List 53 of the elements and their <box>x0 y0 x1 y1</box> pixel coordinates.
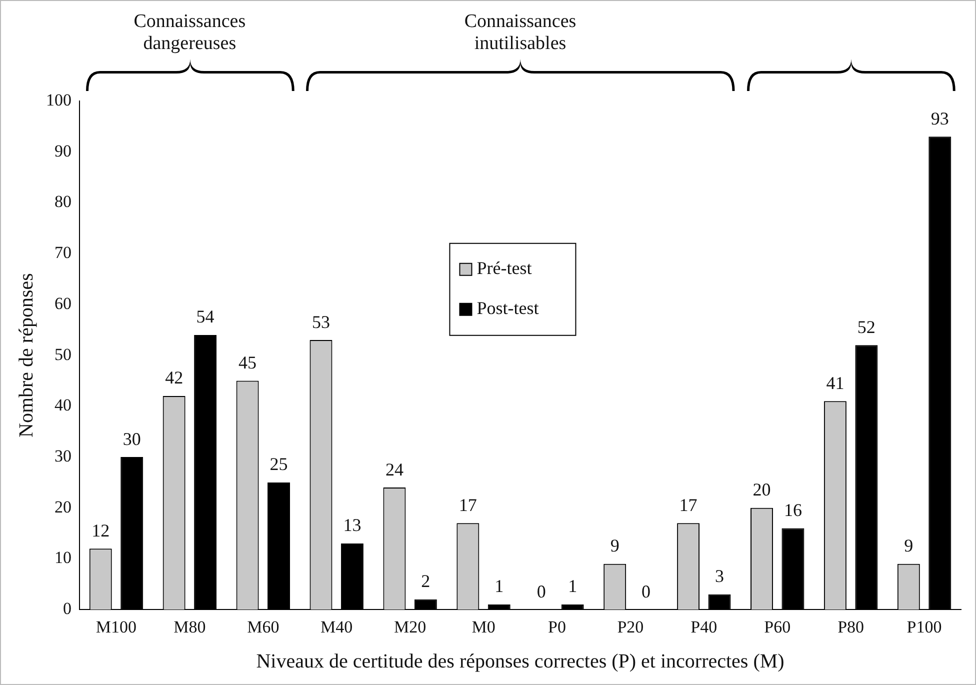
data-label: 16 <box>784 500 802 520</box>
x-tick-label: P80 <box>838 617 864 636</box>
data-label: 25 <box>270 454 288 474</box>
x-tick-label: P100 <box>906 617 942 636</box>
data-label: 30 <box>122 428 141 449</box>
text: Connaissances inutilisables <box>463 11 578 55</box>
data-label: 1 <box>568 576 578 596</box>
y-tick-label: 80 <box>54 192 72 212</box>
text: Connaissances dangereuses <box>132 11 247 55</box>
data-label: 53 <box>312 312 330 332</box>
x-tick-label: M20 <box>394 617 426 636</box>
y-tick-label: 60 <box>54 294 72 313</box>
x-tick-label: M40 <box>320 617 353 636</box>
data-label: 45 <box>238 352 257 372</box>
data-label: 9 <box>904 536 914 556</box>
y-tick-label: 90 <box>54 141 72 160</box>
x-axis-title: Niveaux de certitude des réponses correctes (P) et incorrectes (M) <box>256 650 784 672</box>
y-tick-label: 70 <box>54 243 72 262</box>
y-tick-label: 100 <box>46 90 72 110</box>
data-label: 24 <box>385 459 404 480</box>
data-label: 41 <box>826 372 844 393</box>
legend-label: Post-test <box>476 298 539 318</box>
data-label: 2 <box>421 571 430 592</box>
data-label: 9 <box>610 536 620 556</box>
y-tick-label: 0 <box>63 599 72 618</box>
x-tick-label: P40 <box>690 617 718 636</box>
data-label: 13 <box>343 515 362 536</box>
data-label: 17 <box>458 494 477 515</box>
data-label: 12 <box>92 520 110 540</box>
y-tick-label: 20 <box>54 497 72 516</box>
data-label: 93 <box>930 108 949 128</box>
x-tick-label: M80 <box>174 617 206 636</box>
data-label: 17 <box>679 494 698 515</box>
data-label: 3 <box>715 566 724 586</box>
legend-label: Pré-test <box>476 258 532 278</box>
y-tick-label: 30 <box>54 446 72 466</box>
y-tick-label: 40 <box>54 396 72 415</box>
x-tick-label: P0 <box>548 617 566 636</box>
data-label: 54 <box>196 306 214 327</box>
data-label: 42 <box>165 368 184 388</box>
y-tick-label: 10 <box>54 548 72 568</box>
x-tick-label: M60 <box>247 617 280 636</box>
data-label: 20 <box>752 480 771 500</box>
y-axis-title: Nombre de réponses <box>15 272 38 438</box>
x-tick-label: P60 <box>764 617 791 636</box>
y-tick-label: 50 <box>54 344 72 364</box>
data-label: 1 <box>494 576 504 596</box>
x-tick-label: P20 <box>617 617 644 636</box>
x-tick-label: M100 <box>96 617 137 636</box>
x-tick-label: M0 <box>472 617 496 636</box>
data-label: 0 <box>642 581 651 602</box>
data-label: 0 <box>536 581 546 602</box>
data-label: 52 <box>857 316 876 337</box>
